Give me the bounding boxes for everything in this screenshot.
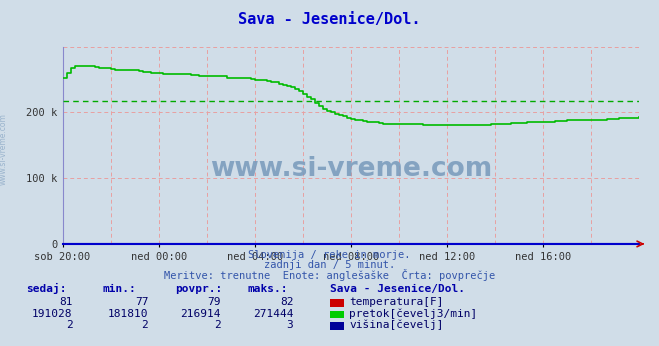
- Text: zadnji dan / 5 minut.: zadnji dan / 5 minut.: [264, 260, 395, 270]
- Text: povpr.:: povpr.:: [175, 284, 222, 294]
- Text: Sava - Jesenice/Dol.: Sava - Jesenice/Dol.: [330, 284, 465, 294]
- Text: temperatura[F]: temperatura[F]: [349, 297, 444, 307]
- Text: višina[čevelj]: višina[čevelj]: [349, 319, 444, 330]
- Text: Slovenija / reke in morje.: Slovenija / reke in morje.: [248, 250, 411, 260]
- Text: 2: 2: [142, 320, 148, 330]
- Text: 2: 2: [214, 320, 221, 330]
- Text: www.si-vreme.com: www.si-vreme.com: [0, 113, 8, 185]
- Text: 191028: 191028: [32, 309, 72, 319]
- Text: min.:: min.:: [102, 284, 136, 294]
- Text: pretok[čevelj3/min]: pretok[čevelj3/min]: [349, 308, 478, 319]
- Text: 3: 3: [287, 320, 293, 330]
- Text: 2: 2: [66, 320, 72, 330]
- Text: 82: 82: [280, 297, 293, 307]
- Text: 79: 79: [208, 297, 221, 307]
- Text: Sava - Jesenice/Dol.: Sava - Jesenice/Dol.: [239, 12, 420, 27]
- Text: www.si-vreme.com: www.si-vreme.com: [210, 156, 492, 182]
- Text: 81: 81: [59, 297, 72, 307]
- Text: 77: 77: [135, 297, 148, 307]
- Text: 216914: 216914: [181, 309, 221, 319]
- Text: sedaj:: sedaj:: [26, 283, 67, 294]
- Text: Meritve: trenutne  Enote: anglešaške  Črta: povprečje: Meritve: trenutne Enote: anglešaške Črta…: [164, 268, 495, 281]
- Text: 271444: 271444: [253, 309, 293, 319]
- Text: 181810: 181810: [108, 309, 148, 319]
- Text: maks.:: maks.:: [247, 284, 287, 294]
